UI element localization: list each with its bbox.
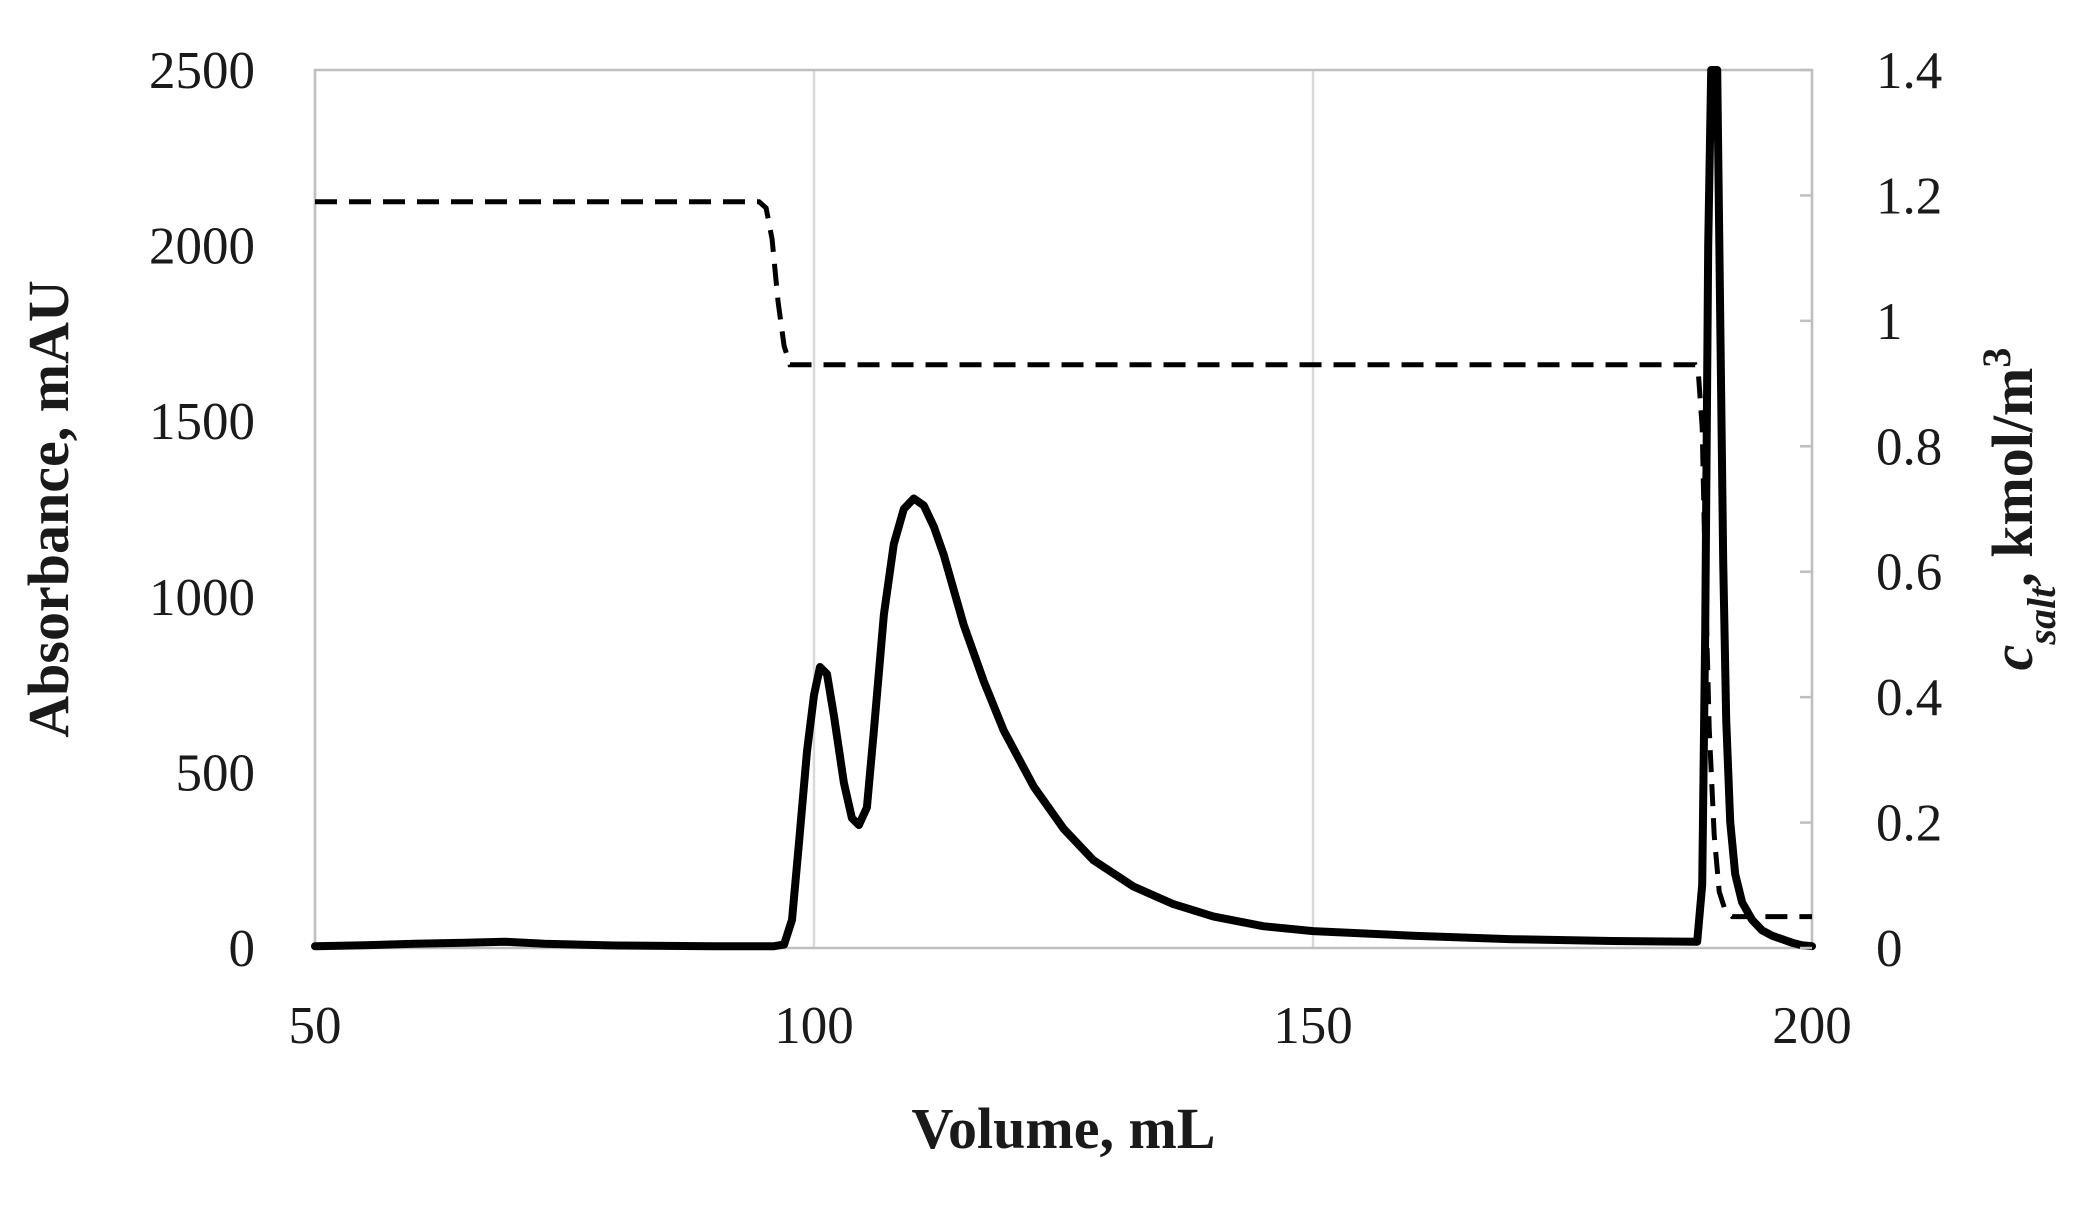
y-tick-label-left: 2000 <box>149 218 255 276</box>
y2-title-subscript: salt <box>2019 585 2064 646</box>
y-tick-label-left: 1000 <box>149 569 255 627</box>
y2-title-superscript: 3 <box>1974 348 2019 368</box>
y-tick-label-left: 0 <box>229 920 256 978</box>
x-tick-label: 200 <box>1772 997 1852 1055</box>
y-axis-title-left: Absorbance, mAU <box>16 280 81 738</box>
y-axis-title-right: csalt, kmol/m3 <box>1974 348 2064 671</box>
salt-concentration-line <box>315 199 1812 920</box>
y-tick-label-left: 500 <box>176 744 256 802</box>
y-tick-label-right: 1.2 <box>1876 167 1942 225</box>
y-tick-label-right: 0 <box>1876 920 1903 978</box>
absorbance-line <box>311 66 1816 951</box>
ticks-layer: 50 100 150 2000500100015002000250000.20.40.… <box>149 42 1942 1055</box>
y-tick-label-right: 0.4 <box>1876 669 1942 727</box>
x-tick-label: 150 <box>1273 997 1353 1055</box>
y2-title-symbol: c <box>1980 645 2045 671</box>
y2-title-unit: , kmol/m <box>1980 368 2045 587</box>
x-tick-label: 50 <box>289 997 342 1055</box>
series-layer <box>311 66 1816 951</box>
y-tick-label-right: 0.6 <box>1876 544 1942 602</box>
y-tick-label-right: 0.8 <box>1876 418 1942 476</box>
y-tick-label-left: 2500 <box>149 42 255 100</box>
y-tick-label-left: 1500 <box>149 393 255 451</box>
plot-frame <box>313 68 1814 950</box>
x-axis-title: Volume, mL <box>912 1096 1216 1161</box>
y-tick-label-right: 1.4 <box>1876 42 1942 100</box>
y-tick-label-right: 1 <box>1876 293 1903 351</box>
y-tick-label-right: 0.2 <box>1876 795 1942 853</box>
x-tick-label: 100 <box>774 997 854 1055</box>
